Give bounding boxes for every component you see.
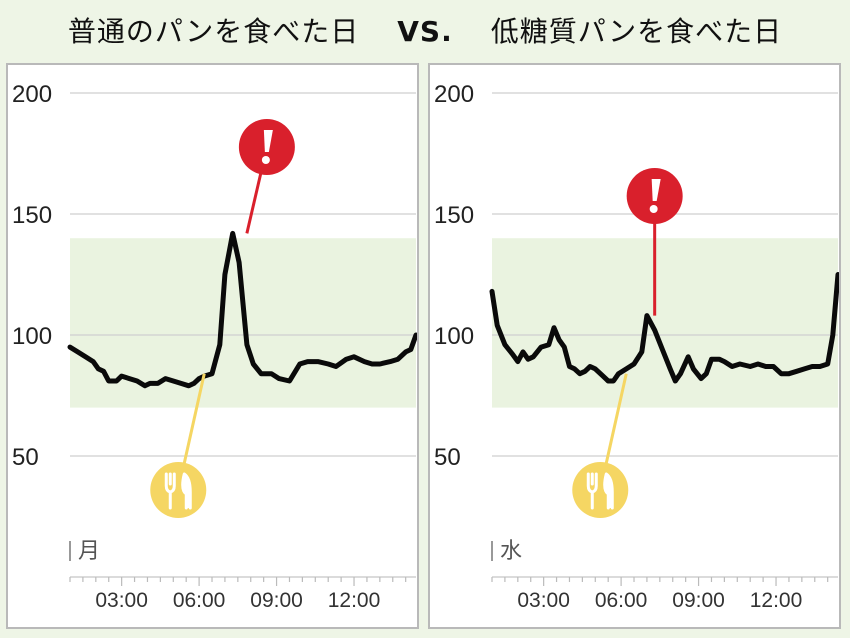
title-vs: VS. <box>397 15 453 48</box>
left-ytick-label-100: 100 <box>12 323 52 350</box>
right-xtick-label-09:00: 09:00 <box>672 589 725 612</box>
left-day-label: 月 <box>78 539 100 564</box>
right-ytick-label-50: 50 <box>434 444 461 471</box>
right-fork-shape <box>586 472 598 510</box>
left-alert-marker-exclamation-icon <box>238 119 295 175</box>
right-xtick-label-12:00: 12:00 <box>750 589 803 612</box>
left-ytick-label-50: 50 <box>12 444 39 471</box>
left-knife-shape <box>181 472 192 510</box>
right-ytick-label-200: 200 <box>434 81 474 108</box>
comparison-title: 普通のパンを食べた日 VS. 低糖質パンを食べた日 <box>0 10 850 50</box>
right-xtick-label-06:00: 06:00 <box>595 589 648 612</box>
chart-panel-right: 200 150 100 50 水 03:00 06:00 09:00 12:00 <box>428 63 841 629</box>
left-xtick-label-03:00: 03:00 <box>95 589 148 612</box>
glucose-chart-left: 200 150 100 50 月 03:00 06:00 09:00 12:00 <box>12 81 417 612</box>
chart-panel-left: 200 150 100 50 月 03:00 06:00 09:00 12:00 <box>6 63 419 629</box>
left-glucose-line <box>67 230 417 389</box>
left-ytick-label-150: 150 <box>12 202 52 229</box>
left-exclamation-dot <box>261 156 270 164</box>
right-exclamation-bar <box>651 179 661 201</box>
left-xtick-label-12:00: 12:00 <box>328 589 381 612</box>
right-meal-circle <box>572 462 629 518</box>
glucose-chart-right: 200 150 100 50 水 03:00 06:00 09:00 12:00 <box>434 81 839 612</box>
right-xtick-label-03:00: 03:00 <box>517 589 570 612</box>
right-target-range-band <box>492 238 838 408</box>
right-glucose-line <box>489 272 839 384</box>
right-exclamation-dot <box>649 205 658 213</box>
right-ytick-label-150: 150 <box>434 202 474 229</box>
title-right: 低糖質パンを食べた日 <box>490 15 783 48</box>
left-meal-marker-fork-knife-icon <box>150 462 207 518</box>
left-xtick-label-09:00: 09:00 <box>250 589 303 612</box>
right-knife-shape <box>603 472 614 510</box>
left-fork-shape <box>164 472 176 510</box>
title-left: 普通のパンを食べた日 <box>67 15 360 48</box>
right-alert-marker-exclamation-icon <box>626 168 683 224</box>
left-xtick-label-06:00: 06:00 <box>173 589 226 612</box>
left-exclamation-bar <box>263 130 273 152</box>
left-meal-circle <box>150 462 207 518</box>
right-day-label: 水 <box>500 539 522 564</box>
left-ytick-label-200: 200 <box>12 81 52 108</box>
right-ytick-label-100: 100 <box>434 323 474 350</box>
right-meal-marker-fork-knife-icon <box>572 462 629 518</box>
